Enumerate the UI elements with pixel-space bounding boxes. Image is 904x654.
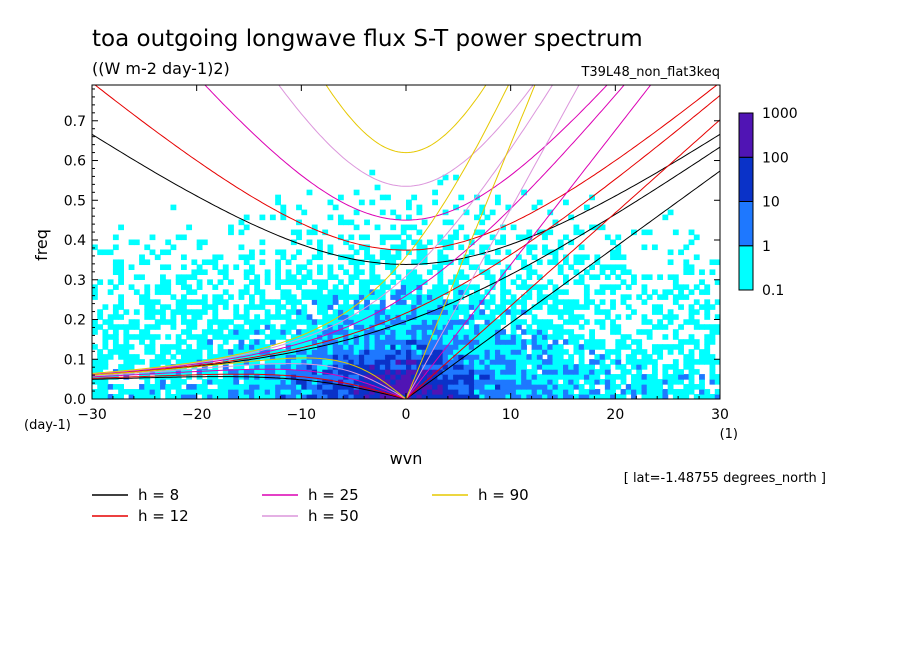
x-axis-title: wvn <box>390 449 423 468</box>
colorbar-swatch <box>738 245 754 291</box>
kelvin-curve-h8 <box>405 170 720 399</box>
colorbar-swatch <box>738 201 754 247</box>
legend-label-h25: h = 25 <box>308 486 359 504</box>
rossby-curve-h12 <box>92 373 407 399</box>
kelvin-curve-h12 <box>405 119 720 399</box>
x-tick-label: −10 <box>287 407 317 423</box>
x-tick-label: 20 <box>606 407 624 423</box>
colorbar: 0.1 1 10 100 1000 <box>738 106 798 299</box>
y-tick-label: 0.3 <box>64 273 86 289</box>
x-tick-label: 0 <box>402 407 411 423</box>
kelvin-curve-h50 <box>405 85 580 399</box>
rossby-curve-h90 <box>92 357 407 399</box>
colorbar-label: 1 <box>762 239 771 255</box>
legend-label-h8: h = 8 <box>138 486 179 504</box>
colorbar-label: 100 <box>762 150 789 166</box>
legend-label-h90: h = 90 <box>478 486 529 504</box>
colorbar-label: 1000 <box>762 106 798 122</box>
legend-label-h12: h = 12 <box>138 507 189 525</box>
inertia-gravity-curve-h90 <box>325 85 487 154</box>
rossby-curve-h25 <box>92 368 407 399</box>
rossby-curve-h8 <box>92 376 407 399</box>
colorbar-swatch <box>738 156 754 202</box>
colorbar-label: 10 <box>762 195 780 211</box>
legend: h = 8 h = 12 h = 25 h = 50 h = 90 <box>92 486 529 525</box>
colorbar-swatch <box>738 112 754 158</box>
y-tick-label: 0.1 <box>64 352 86 368</box>
y-tick-label: 0.7 <box>64 114 86 130</box>
x-tick-label: 30 <box>711 407 729 423</box>
y-tick-label: 0.4 <box>64 233 86 249</box>
x-tick-label: −30 <box>77 407 107 423</box>
axis-ticks: −30 −20 −10 0 10 20 30 0.0 0.1 0.2 0.3 0.4 0.5 0.6 0.7 <box>64 85 729 423</box>
chart-title: toa outgoing longwave flux S-T power spe… <box>92 26 643 52</box>
y-tick-label: 0.0 <box>64 392 86 408</box>
eastward-gravity-curve-h90 <box>405 85 510 258</box>
kelvin-curve-h90 <box>405 85 536 399</box>
x-tick-label: 10 <box>502 407 520 423</box>
inertia-gravity-curve-h25 <box>204 85 608 221</box>
rossby-curve-h50 <box>92 362 407 399</box>
y-tick-label: 0.5 <box>64 193 86 209</box>
mixed-rossby-gravity-curve-h90 <box>92 256 407 374</box>
dispersion-curves <box>92 85 720 399</box>
y-tick-label: 0.6 <box>64 154 86 170</box>
y-tick-label: 0.2 <box>64 313 86 329</box>
eastward-gravity-curve-h50 <box>405 85 554 277</box>
mixed-rossby-gravity-curve-h12 <box>92 312 407 376</box>
y-unit-label: (day-1) <box>24 418 71 433</box>
experiment-label: T39L48_non_flat3keq <box>580 65 720 80</box>
mixed-rossby-gravity-curve-h25 <box>92 295 407 375</box>
y-axis-title: freq <box>32 229 51 261</box>
eastward-gravity-curve-h8 <box>405 146 720 322</box>
colorbar-label: 0.1 <box>762 283 784 299</box>
kelvin-curve-h25 <box>405 85 652 399</box>
eastward-gravity-curve-h25 <box>405 85 625 297</box>
inertia-gravity-curve-h50 <box>278 85 534 187</box>
inertia-gravity-curve-h8 <box>92 133 720 266</box>
inertia-gravity-curve-h12 <box>94 85 718 251</box>
chart-units: ((W m-2 day-1)2) <box>92 59 230 78</box>
x-unit-label: (1) <box>720 427 738 442</box>
x-tick-label: −20 <box>182 407 212 423</box>
legend-label-h50: h = 50 <box>308 507 359 525</box>
eastward-gravity-curve-h12 <box>405 95 720 314</box>
plot-area: −30 −20 −10 0 10 20 30 0.0 0.1 0.2 0.3 0.4 0.5 0.6 0.7 <box>64 84 729 423</box>
footnote-latitude: [ lat=-1.48755 degrees_north ] <box>624 471 826 486</box>
